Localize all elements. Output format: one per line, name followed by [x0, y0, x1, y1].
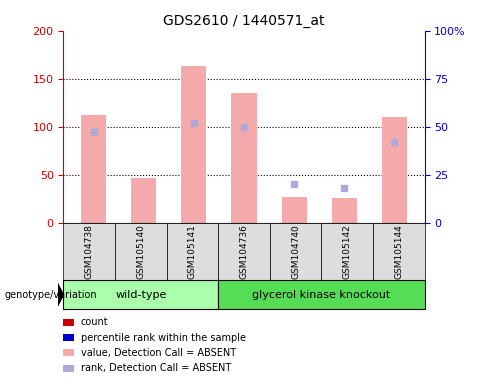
- Text: GSM105142: GSM105142: [343, 224, 352, 279]
- Text: rank, Detection Call = ABSENT: rank, Detection Call = ABSENT: [81, 363, 231, 373]
- Bar: [231, 93, 257, 223]
- Title: GDS2610 / 1440571_at: GDS2610 / 1440571_at: [163, 14, 325, 28]
- Bar: [81, 115, 106, 223]
- Text: wild-type: wild-type: [115, 290, 166, 300]
- Text: value, Detection Call = ABSENT: value, Detection Call = ABSENT: [81, 348, 236, 358]
- Text: GSM105140: GSM105140: [136, 224, 145, 279]
- Bar: [282, 197, 306, 223]
- Text: GSM104740: GSM104740: [291, 224, 300, 279]
- Bar: [182, 66, 206, 223]
- Text: percentile rank within the sample: percentile rank within the sample: [81, 333, 245, 343]
- Text: GSM105141: GSM105141: [188, 224, 197, 279]
- Polygon shape: [58, 283, 63, 306]
- Bar: [382, 117, 407, 223]
- Bar: [332, 198, 357, 223]
- Text: GSM104738: GSM104738: [85, 224, 94, 279]
- Text: glycerol kinase knockout: glycerol kinase knockout: [252, 290, 390, 300]
- Text: genotype/variation: genotype/variation: [5, 290, 98, 300]
- Text: GSM104736: GSM104736: [240, 224, 248, 279]
- Text: count: count: [81, 317, 108, 327]
- Text: GSM105144: GSM105144: [394, 224, 403, 279]
- Bar: [131, 178, 156, 223]
